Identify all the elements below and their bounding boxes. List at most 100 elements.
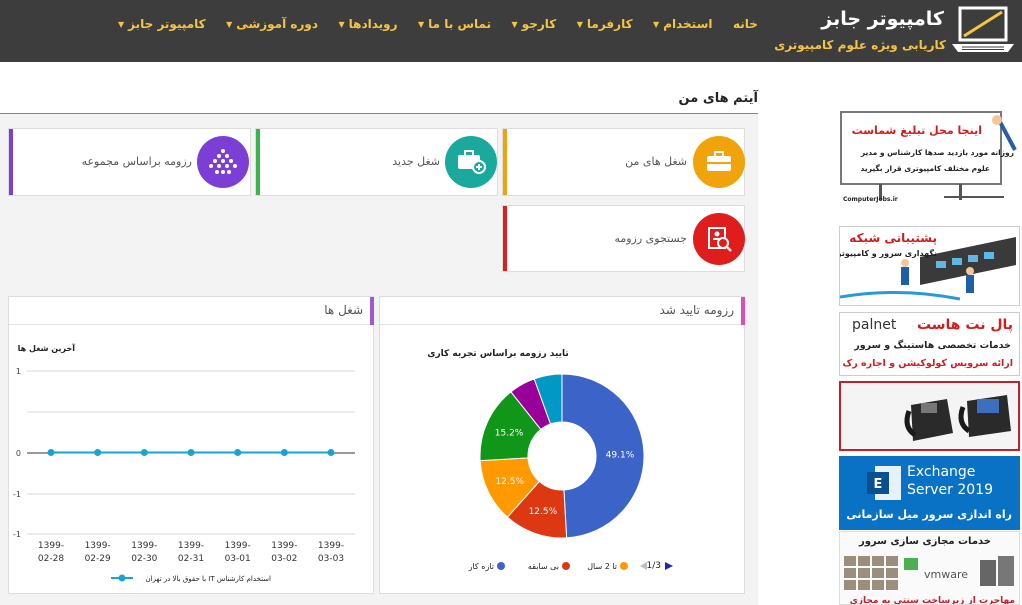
- legend-swatch-orange: [620, 562, 628, 570]
- tile-label: جستجوی رزومه: [614, 232, 687, 245]
- donut-title: تایید رزومه براساس تجربه کاری: [427, 349, 569, 359]
- nav-label: دوره آموزشی: [236, 17, 318, 31]
- data-point[interactable]: [47, 449, 55, 456]
- jobs-panel: شغل ها آخرین شغل ها 1 0 -1 -1 1399-02-28 139…: [8, 296, 374, 594]
- jobs-line-chart: آخرین شغل ها 1 0 -1 -1 1399-02-28 1399-02-29…: [13, 343, 355, 583]
- ad-headline: خدمات مجازی سازی سرور: [858, 536, 991, 547]
- donut-legend: 1/3 تا 2 سال بی سابقه تازه کار: [468, 561, 673, 571]
- site-logo[interactable]: کامپیوتر جابز کاریابی ویژه علوم کامپیوتر…: [774, 6, 1016, 56]
- nav-item-0[interactable]: خانه: [733, 17, 758, 31]
- ad-banner-virtualization[interactable]: خدمات مجازی سازی سرور vmware مهاجرت از ز…: [839, 531, 1020, 605]
- chevron-down-icon: ▼: [511, 19, 518, 29]
- ad-banner-ip-phones[interactable]: [839, 381, 1020, 451]
- chevron-down-icon: ▼: [418, 19, 425, 29]
- exchange-logo-icon: E: [867, 466, 901, 500]
- org-tree-icon: [197, 136, 249, 188]
- site-header: خانه استخدام ▼ کارفرما ▼ کارجو ▼ تماس با ما ▼ روی…: [0, 0, 1022, 62]
- data-point[interactable]: [280, 449, 288, 456]
- legend-swatch-blue: [497, 562, 505, 570]
- panel-header: رزومه تایید شد: [380, 297, 745, 325]
- legend-swatch-red: [562, 562, 570, 570]
- panel-title: شغل ها: [324, 303, 363, 317]
- ad-banner-network-support[interactable]: پشتیبانی شبکه نگهداری سرور و کامپیوتر: [839, 226, 1020, 306]
- data-point[interactable]: [187, 449, 195, 456]
- ad-headline: پال نت هاست: [916, 317, 1013, 333]
- data-point[interactable]: [94, 449, 102, 456]
- svg-text:E: E: [874, 477, 883, 492]
- vmware-logo: vmware: [924, 568, 969, 581]
- nav-label: کامپیوتر جابز: [128, 17, 206, 31]
- y-tick-label: -1: [13, 530, 21, 539]
- legend-label: بی سابقه: [528, 562, 559, 571]
- logo-title: کامپیوتر جابز: [821, 8, 944, 30]
- tile-my-jobs[interactable]: شغل های من: [502, 128, 745, 196]
- data-point[interactable]: [234, 449, 242, 456]
- ad-site: ComputerJobs.ir: [843, 196, 898, 203]
- tile-resume-collection[interactable]: رزومه براساس مجموعه: [8, 128, 251, 196]
- x-tick-label: 1399-03-02: [271, 541, 297, 564]
- legend-label: تازه کار: [468, 562, 494, 571]
- palnet-logo: palnet: [852, 317, 897, 333]
- slice-label: 49.1%: [606, 450, 635, 460]
- ad-headline: Exchange: [907, 464, 976, 480]
- ad-text-line: ارائه سرویس کولوکیشن و اجاره رک: [842, 358, 1013, 369]
- pager-next-icon[interactable]: [665, 562, 673, 570]
- ad-text-line: خدمات تخصصی هاستینگ و سرور: [854, 340, 1011, 351]
- tile-accent: [256, 129, 260, 195]
- title-divider: [0, 113, 758, 114]
- legend-label: با حقوق بالا در تهران IT استخدام کارشناس: [145, 575, 271, 583]
- nav-label: رویدادها: [348, 17, 398, 31]
- network-switch-illustration: [840, 227, 1019, 305]
- donut-slice[interactable]: [561, 373, 645, 539]
- ad-headline: اینجا محل تبلیغ شماست: [851, 124, 982, 137]
- nav-item-5[interactable]: رویدادها ▼: [338, 17, 397, 31]
- tile-search-resume[interactable]: جستجوی رزومه: [502, 205, 745, 272]
- nav-item-1[interactable]: استخدام ▼: [653, 17, 712, 31]
- nav-item-7[interactable]: کامپیوتر جابز ▼: [118, 17, 206, 31]
- chevron-down-icon: ▼: [338, 19, 345, 29]
- legend-pager: 1/3: [647, 561, 661, 571]
- resume-approved-panel: رزومه تایید شد تایید رزومه براساس تجربه …: [379, 296, 745, 594]
- y-tick-label: -1: [13, 490, 21, 499]
- data-point[interactable]: [327, 449, 335, 456]
- x-tick-label: 1399-02-29: [85, 541, 111, 564]
- x-tick-label: 1399-03-01: [225, 541, 251, 564]
- panel-accent: [741, 297, 745, 325]
- laptop-logo-icon: [952, 6, 1014, 52]
- nav-item-6[interactable]: دوره آموزشی ▼: [226, 17, 318, 31]
- x-tick-label: 1399-02-31: [178, 541, 204, 564]
- ad-text-line: علوم مختلف کامپیوتری قرار بگیرید: [860, 164, 990, 173]
- pager-prev-icon[interactable]: [640, 562, 647, 570]
- nav-label: استخدام: [663, 17, 713, 31]
- data-point[interactable]: [140, 449, 148, 456]
- tile-accent: [503, 206, 507, 271]
- x-tick-label: 1399-03-03: [318, 541, 344, 564]
- donut-slice[interactable]: [533, 373, 563, 425]
- tile-accent: [9, 129, 13, 195]
- tile-label: رزومه براساس مجموعه: [81, 155, 192, 168]
- panel-title: رزومه تایید شد: [659, 303, 734, 317]
- ad-text-line: Server 2019: [907, 482, 993, 498]
- nav-label: کارجو: [521, 17, 557, 31]
- billboard-illustration: [839, 110, 1020, 208]
- chevron-down-icon: ▼: [118, 19, 125, 29]
- ad-banner-advertise-here[interactable]: اینجا محل تبلیغ شماست روزانه مورد بازدید…: [839, 110, 1020, 208]
- briefcase-add-icon: [445, 136, 497, 188]
- slice-label: 15.2%: [495, 428, 524, 438]
- y-tick-label: 1: [16, 367, 21, 376]
- nav-item-3[interactable]: کارجو ▼: [512, 17, 557, 31]
- page-title: آیتم های من: [678, 91, 758, 106]
- nav-item-4[interactable]: تماس با ما ▼: [418, 17, 491, 31]
- nav-label: تماس با ما: [428, 17, 492, 31]
- nav-item-2[interactable]: کارفرما ▼: [577, 17, 633, 31]
- tile-new-job[interactable]: شغل جدید: [255, 128, 498, 196]
- ad-banner-palnet[interactable]: palnet پال نت هاست خدمات تخصصی هاستینگ و…: [839, 312, 1020, 376]
- slice-label: 12.5%: [495, 477, 524, 487]
- nav-label: کارفرما: [586, 17, 633, 31]
- resume-donut-chart: تایید رزومه براساس تجربه کاری 49.1% 12.5%…: [427, 349, 673, 571]
- line-title: آخرین شغل ها: [18, 343, 76, 353]
- legend-label: تا 2 سال: [587, 562, 617, 571]
- ad-banner-exchange[interactable]: E Exchange Server 2019 راه اندازی سرور م…: [839, 456, 1020, 530]
- ad-text-line: روزانه مورد بازدید صدها کارشناس و مدیر: [860, 148, 1014, 157]
- tile-label: شغل جدید: [392, 155, 440, 168]
